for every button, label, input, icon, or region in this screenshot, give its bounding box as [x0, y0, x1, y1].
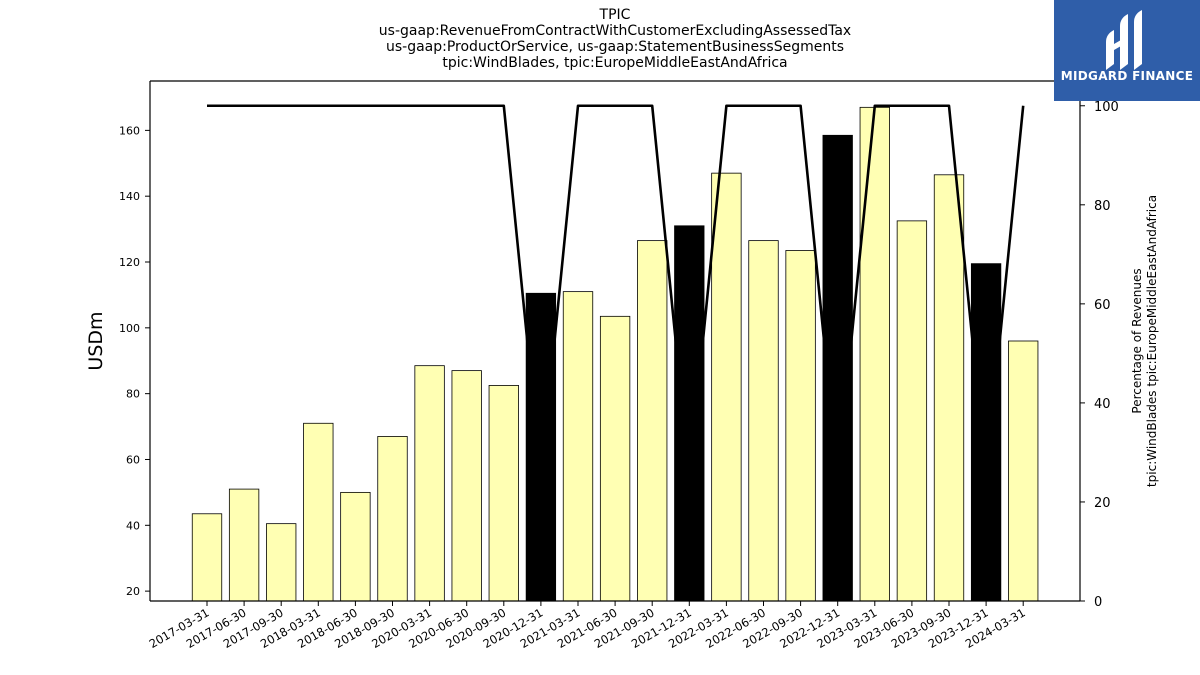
- bar-2021-06-30: [599, 315, 631, 602]
- bar-2023-09-30: [933, 174, 965, 602]
- y-tick-label-80: 80: [126, 388, 140, 401]
- y2-tick-label-80: 80: [1094, 199, 1111, 214]
- y2-tick-label-0: 0: [1094, 595, 1102, 610]
- y2-axis-label-line-1: Percentage of Revenues: [1130, 268, 1144, 413]
- bar-2022-09-30: [785, 250, 816, 602]
- bar-2020-06-30: [451, 370, 482, 602]
- bar-2023-06-30: [896, 220, 928, 602]
- y-tick-label-60: 60: [126, 453, 140, 466]
- bar-2017-09-30: [266, 523, 297, 602]
- y-tick-label-20: 20: [126, 585, 140, 598]
- y-tick-label-40: 40: [126, 519, 140, 532]
- bar-2021-03-31: [562, 291, 594, 602]
- bar-2021-12-31: [674, 225, 705, 602]
- y2-tick-label-20: 20: [1094, 496, 1111, 511]
- percentage-line: [207, 104, 1025, 479]
- bar-2018-09-30: [377, 436, 408, 602]
- y2-tick-label-60: 60: [1094, 298, 1111, 313]
- midgard-finance-logo: MIDGARD FINANCE: [1054, 0, 1200, 101]
- title-line-4: tpic:WindBlades, tpic:EuropeMiddleEastAn…: [442, 55, 788, 71]
- y2-axis-label-line-2: tpic:WindBlades tpic:EuropeMiddleEastAnd…: [1145, 195, 1159, 487]
- bar-2018-06-30: [340, 491, 371, 602]
- y-tick-label-160: 160: [119, 124, 140, 137]
- y-tick-label-120: 120: [119, 256, 140, 269]
- y2-tick-label-100: 100: [1094, 100, 1119, 115]
- y2-tick-label-40: 40: [1094, 397, 1111, 412]
- y-tick-label-100: 100: [119, 322, 140, 335]
- bar-2020-09-30: [488, 385, 519, 602]
- bar-2020-12-31: [525, 292, 557, 602]
- bar-2024-03-31: [1008, 340, 1039, 602]
- bar-2022-06-30: [748, 240, 779, 602]
- y-axis-label: USDm: [85, 311, 107, 370]
- bar-2018-03-31: [303, 422, 334, 602]
- bar-2020-03-31: [414, 365, 445, 602]
- y-tick-label-140: 140: [119, 190, 140, 203]
- bar-2023-12-31: [970, 263, 1002, 602]
- chart-title: TPIC us-gaap:RevenueFromContractWithCust…: [315, 7, 915, 71]
- bar-2023-03-31: [859, 106, 890, 602]
- title-line-1: TPIC: [599, 7, 631, 23]
- logo-mark-icon: [1106, 10, 1142, 70]
- title-line-2: us-gaap:RevenueFromContractWithCustomerE…: [378, 23, 852, 39]
- bar-2017-03-31: [191, 513, 223, 602]
- logo-text: MIDGARD FINANCE: [1060, 69, 1194, 83]
- bar-2017-06-30: [228, 488, 260, 602]
- bar-2022-03-31: [711, 172, 742, 602]
- bar-2021-09-30: [637, 240, 668, 602]
- title-line-3: us-gaap:ProductOrService, us-gaap:Statem…: [385, 39, 844, 55]
